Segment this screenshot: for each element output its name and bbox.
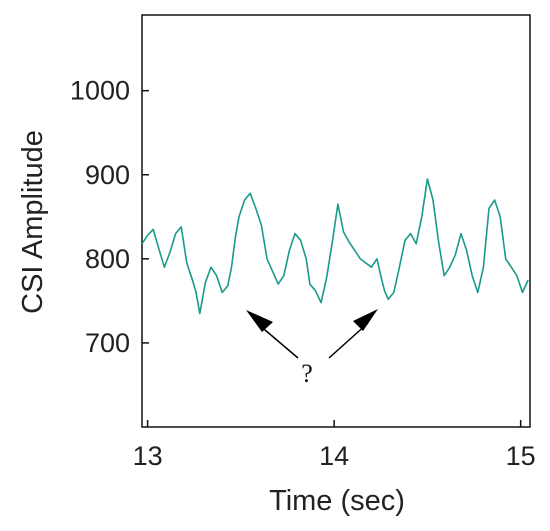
x-tick-label: 13 — [133, 441, 163, 471]
x-axis-title: Time (sec) — [269, 485, 405, 517]
annotation-arrow-left — [257, 323, 299, 359]
annotation-question-mark: ? — [301, 359, 313, 388]
annotation-arrowhead-left — [246, 310, 273, 332]
y-tick-label: 900 — [85, 160, 130, 190]
y-tick-label: 1000 — [70, 76, 130, 106]
y-axis-title: CSI Amplitude — [17, 130, 49, 314]
y-axis: 700 800 900 1000 — [70, 76, 149, 358]
annotation-arrows — [246, 309, 378, 359]
y-tick-label: 800 — [85, 244, 130, 274]
x-tick-label: 15 — [506, 441, 536, 471]
x-tick-label: 14 — [319, 441, 349, 471]
x-axis: 13 14 15 — [133, 420, 536, 471]
y-tick-label: 700 — [85, 328, 130, 358]
annotation-arrowhead-right — [353, 309, 378, 331]
series-line — [141, 178, 529, 315]
